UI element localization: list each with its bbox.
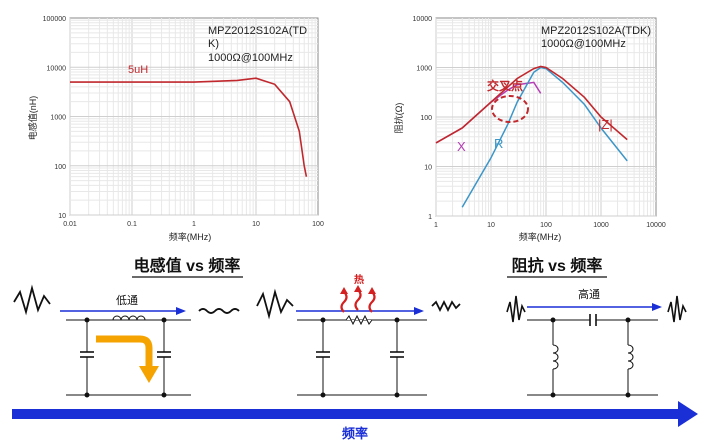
right-x-tick-label: 10 — [487, 222, 495, 229]
left-x-tick-label: 0.1 — [127, 221, 137, 228]
frequency-axis-label: 频率 — [342, 426, 368, 441]
resistance-curve — [461, 66, 628, 208]
highpass-label: 高通 — [578, 287, 600, 301]
left-y-tick-label: 10000 — [47, 65, 67, 72]
left-x-axis-label: 频率(MHz) — [169, 231, 212, 242]
inductor-1 — [112, 315, 146, 321]
right-x-tick-label: 100 — [540, 222, 552, 229]
crossover-label: 交叉点 — [487, 78, 523, 93]
inductance-chart: 10 100 1000 10000 100000 0.01 0.1 1 10 100 电感值(n… — [27, 16, 324, 242]
resistor — [345, 314, 373, 326]
frequency-axis-bar — [12, 409, 680, 419]
highpass-arrow-head — [652, 303, 662, 311]
lowpass-circuit — [13, 284, 240, 398]
left-x-tick-label: 0.01 — [63, 221, 77, 228]
output-wave-3 — [667, 295, 687, 323]
series-label-r: R — [494, 136, 503, 151]
input-noise-wave-3 — [506, 295, 526, 323]
right-section-title: 阻抗 vs 频率 — [512, 256, 603, 275]
output-wave-2 — [431, 299, 461, 313]
right-y-axis-label: 阻抗(Ω) — [393, 103, 404, 134]
left-part-number: MPZ2012S102A(TD — [208, 25, 307, 37]
impedance-chart: 1 10 100 1000 10000 1 10 100 1000 10000 阻抗(Ω) 频率… — [393, 16, 666, 242]
left-y-tick-label: 1000 — [50, 115, 66, 122]
crossover-circle — [491, 95, 529, 123]
right-x-tick-labels: 1 10 100 1000 10000 — [434, 222, 666, 229]
resistive-circuit — [256, 288, 461, 398]
resistive-arrow-head — [414, 307, 424, 315]
frequency-axis-arrow-head — [678, 401, 698, 427]
right-y-tick-label: 10000 — [413, 16, 433, 23]
right-y-tick-label: 1 — [428, 214, 432, 221]
left-y-axis-label: 电感值(nH) — [27, 96, 38, 141]
noise-to-ground-arrow-head — [139, 366, 159, 383]
right-part-number: MPZ2012S102A(TDK) — [541, 25, 651, 37]
series-label-z: |Z| — [598, 117, 613, 132]
left-x-tick-label: 10 — [252, 221, 260, 228]
left-x-tick-label: 100 — [312, 221, 324, 228]
series-label-x: X — [457, 139, 466, 154]
left-section-title: 电感值 vs 频率 — [134, 256, 241, 275]
noise-to-ground-arrow — [96, 335, 153, 366]
left-x-tick-labels: 0.01 0.1 1 10 100 — [63, 221, 324, 228]
left-y-tick-label: 100 — [54, 164, 66, 171]
left-y-tick-labels: 10 100 1000 10000 100000 — [43, 16, 66, 220]
input-noise-wave-2 — [256, 288, 294, 320]
right-y-tick-label: 100 — [420, 115, 432, 122]
output-wave-1 — [198, 308, 240, 314]
shunt-inductor-1 — [552, 344, 559, 370]
heat-label: 热 — [354, 273, 364, 286]
inductance-curve — [70, 77, 308, 177]
left-x-tick-label: 1 — [192, 221, 196, 228]
left-spec: 1000Ω@100MHz — [208, 52, 293, 64]
impedance-curve — [435, 65, 628, 144]
heat-arrowheads — [340, 285, 376, 294]
right-y-tick-labels: 1 10 100 1000 10000 — [413, 16, 433, 221]
right-x-axis-label: 频率(MHz) — [519, 231, 562, 242]
input-noise-wave-1 — [13, 284, 51, 316]
right-y-tick-label: 10 — [424, 165, 432, 172]
shunt-inductor-2 — [627, 344, 634, 370]
right-x-tick-label: 1000 — [593, 222, 609, 229]
right-grid — [435, 18, 656, 217]
left-grid — [69, 18, 318, 216]
left-y-tick-label: 100000 — [43, 16, 66, 23]
right-x-tick-label: 1 — [434, 222, 438, 229]
highpass-circuit — [506, 295, 687, 398]
inductance-series-label: 5uH — [128, 64, 148, 76]
left-part-number-cont: K) — [208, 38, 219, 50]
left-y-tick-label: 10 — [58, 213, 66, 220]
right-y-tick-label: 1000 — [416, 66, 432, 73]
right-spec: 1000Ω@100MHz — [541, 38, 626, 50]
lowpass-label: 低通 — [116, 294, 138, 307]
lowpass-arrow-head — [176, 307, 186, 315]
right-x-tick-label: 10000 — [646, 222, 666, 229]
heat-wave-icons — [340, 289, 376, 313]
